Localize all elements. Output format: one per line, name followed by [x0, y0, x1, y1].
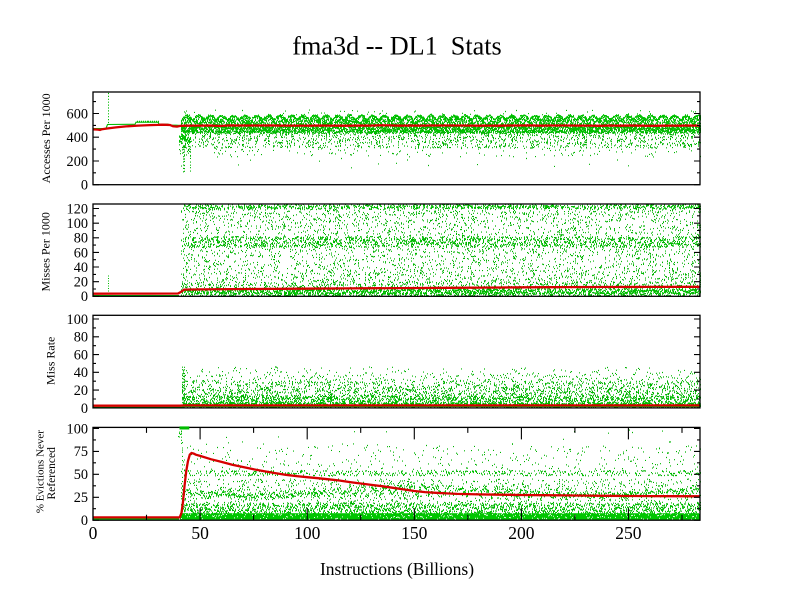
svg-text:40: 40	[74, 260, 88, 276]
svg-text:100: 100	[67, 216, 88, 232]
svg-text:60: 60	[74, 245, 88, 261]
svg-text:200: 200	[67, 154, 88, 170]
svg-text:40: 40	[74, 365, 88, 381]
svg-text:200: 200	[508, 523, 535, 543]
svg-text:100: 100	[67, 312, 88, 328]
svg-text:20: 20	[74, 383, 88, 399]
svg-text:0: 0	[81, 401, 88, 417]
svg-text:Miss Rate: Miss Rate	[44, 337, 58, 385]
svg-text:250: 250	[615, 523, 642, 543]
svg-text:50: 50	[191, 523, 209, 543]
svg-text:400: 400	[67, 130, 88, 146]
svg-text:50: 50	[74, 467, 88, 483]
svg-text:600: 600	[67, 106, 88, 122]
svg-text:75: 75	[74, 444, 88, 460]
svg-text:25: 25	[74, 490, 88, 506]
svg-text:0: 0	[89, 523, 98, 543]
svg-text:0: 0	[81, 178, 88, 194]
svg-text:100: 100	[294, 523, 321, 543]
svg-text:Misses Per 1000: Misses Per 1000	[39, 212, 53, 291]
svg-text:20: 20	[74, 275, 88, 291]
svg-text:80: 80	[74, 330, 88, 346]
svg-text:0: 0	[81, 289, 88, 305]
svg-text:Instructions (Billions): Instructions (Billions)	[320, 559, 474, 579]
svg-text:80: 80	[74, 231, 88, 247]
svg-text:150: 150	[401, 523, 428, 543]
svg-text:Accesses Per 1000: Accesses Per 1000	[39, 93, 53, 183]
svg-text:120: 120	[67, 201, 88, 217]
svg-text:Referenced: Referenced	[46, 447, 58, 500]
svg-text:fma3d -- DL1 Stats: fma3d -- DL1 Stats	[292, 32, 501, 61]
svg-text:100: 100	[67, 421, 88, 437]
svg-text:% Evictions Never: % Evictions Never	[35, 430, 47, 513]
svg-text:0: 0	[81, 513, 88, 529]
svg-text:60: 60	[74, 348, 88, 364]
